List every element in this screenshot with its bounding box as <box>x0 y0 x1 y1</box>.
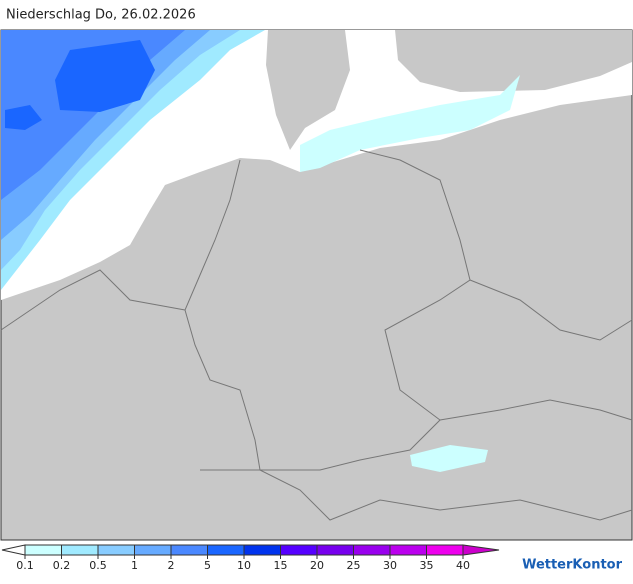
legend-swatch <box>207 544 245 556</box>
legend-label: 25 <box>347 559 361 572</box>
country-border <box>200 469 633 521</box>
precip-alps <box>410 445 488 472</box>
brand-logo: WetterKontor <box>522 558 623 573</box>
country-border <box>0 269 186 331</box>
country-border <box>469 279 633 341</box>
precip-baltic <box>300 75 520 172</box>
legend-label: 5 <box>204 559 211 572</box>
legend-label: 0.1 <box>16 559 34 572</box>
legend-label: 0.2 <box>53 559 71 572</box>
legend-swatch <box>426 544 464 556</box>
legend-label: 1 <box>131 559 138 572</box>
legend-swatch <box>316 544 354 556</box>
map <box>0 29 633 541</box>
map-title: Niederschlag Do, 26.02.2026 <box>6 8 196 23</box>
legend-swatch <box>280 544 318 556</box>
legend-swatch <box>24 544 62 556</box>
legend-swatch <box>389 544 427 556</box>
legend-swatch <box>243 544 281 556</box>
legend-label: 10 <box>237 559 251 572</box>
legend-swatch <box>97 544 135 556</box>
precip-core <box>5 105 42 130</box>
legend-label: 30 <box>383 559 397 572</box>
precip-band-strong <box>1 30 185 200</box>
country-border <box>184 149 471 471</box>
legend-swatch <box>462 544 500 556</box>
precip-core <box>55 40 155 112</box>
denmark <box>266 30 350 150</box>
legend-swatch <box>61 544 99 556</box>
country-border <box>439 399 633 421</box>
legend-label: 15 <box>274 559 288 572</box>
legend-label: 2 <box>168 559 175 572</box>
legend-swatch <box>170 544 208 556</box>
legend: 0.1 0.2 0.5 1 2 5 10 15 20 25 30 35 40 <box>1 544 500 572</box>
legend-swatch <box>353 544 391 556</box>
sweden <box>395 30 632 92</box>
legend-label: 20 <box>310 559 324 572</box>
legend-label: 0.5 <box>89 559 107 572</box>
legend-swatch <box>134 544 172 556</box>
legend-label: 35 <box>420 559 434 572</box>
legend-swatch <box>1 544 26 556</box>
legend-label: 40 <box>456 559 470 572</box>
